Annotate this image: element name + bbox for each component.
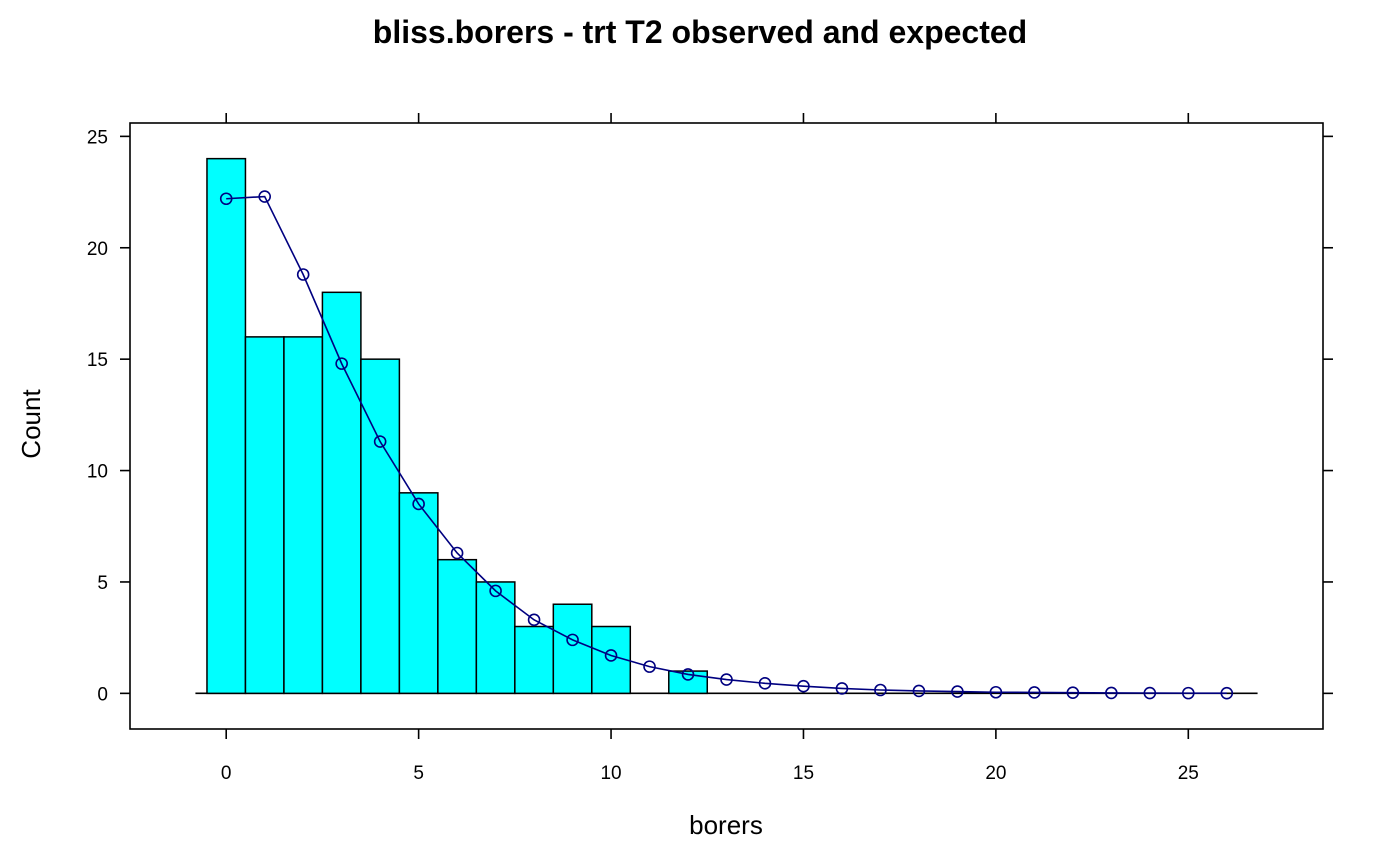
chart-title: bliss.borers - trt T2 observed and expec… (373, 14, 1027, 50)
expected-point (566, 633, 579, 647)
expected-point (219, 192, 233, 206)
y-axis-label: Count (16, 389, 46, 459)
histogram-bar (206, 157, 247, 695)
y-tick-label: 20 (87, 239, 108, 260)
expected-point (373, 435, 387, 448)
axes: 0 5 10 15 20 25 0 5 10 15 20 25 (87, 113, 1333, 784)
expected-point (874, 683, 887, 697)
expected-point (912, 684, 926, 698)
expected-point (450, 546, 464, 560)
x-axis-label: borers (689, 810, 763, 840)
expected-point (951, 685, 964, 698)
expected-point (797, 679, 810, 693)
histogram-bar (244, 336, 285, 695)
expected-point (835, 682, 849, 695)
expected-point (681, 668, 695, 681)
expected-point (296, 268, 310, 281)
plot-frame (129, 122, 1324, 730)
expected-point (1143, 686, 1157, 700)
x-tick-label: 0 (221, 763, 232, 784)
histogram-bar (475, 581, 516, 695)
expected-point (1028, 686, 1041, 699)
histogram-bar (398, 492, 439, 695)
expected-point (1066, 686, 1080, 699)
expected-point (604, 649, 618, 662)
y-tick-label: 15 (87, 350, 108, 371)
x-tick-label: 5 (413, 763, 424, 784)
expected-point (1182, 686, 1195, 700)
expected-point (527, 613, 541, 627)
plot-marks (195, 157, 1258, 700)
histogram-bar (552, 603, 593, 695)
y-tick-label: 5 (97, 573, 108, 594)
x-tick-label: 20 (985, 763, 1006, 784)
x-tick-label: 15 (793, 763, 814, 784)
histogram-bar (514, 625, 555, 695)
histogram-bar (283, 336, 324, 695)
histogram-bar (668, 670, 709, 695)
expected-point (258, 190, 271, 203)
histogram-bar (360, 358, 401, 695)
histogram-bar (321, 291, 362, 695)
expected-point (758, 677, 772, 690)
expected-point (720, 673, 733, 686)
expected-point (1220, 686, 1234, 700)
expected-point (412, 497, 425, 511)
expected-point (643, 660, 656, 673)
y-tick-label: 10 (87, 462, 108, 483)
x-tick-label: 25 (1178, 763, 1199, 784)
expected-point (489, 584, 502, 598)
y-tick-label: 0 (97, 684, 108, 705)
expected-point (989, 685, 1003, 699)
histogram-bar (437, 558, 478, 695)
expected-line (226, 195, 1227, 694)
expected-point (335, 357, 348, 370)
x-tick-label: 10 (600, 763, 621, 784)
expected-point (1105, 686, 1118, 700)
y-tick-label: 25 (87, 127, 108, 148)
